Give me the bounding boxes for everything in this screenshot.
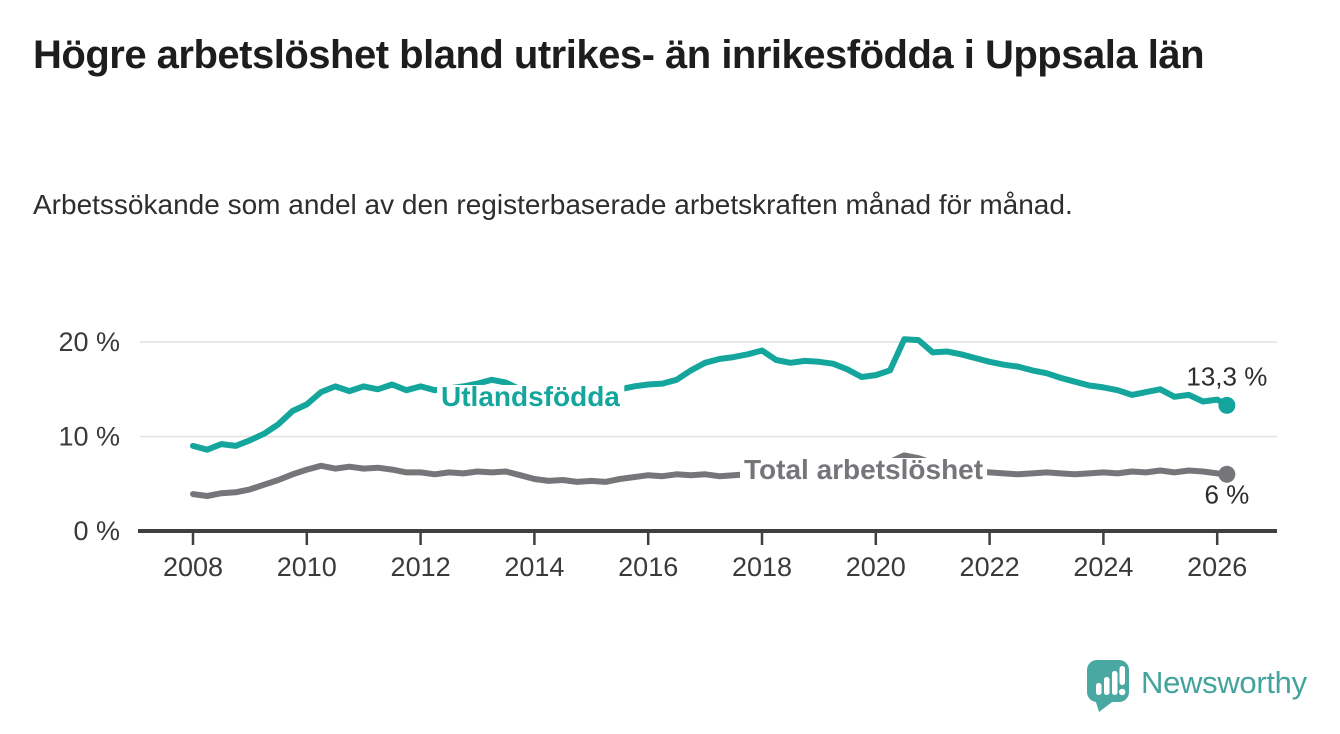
x-axis-ticks [191, 533, 1219, 545]
x-tick-label: 2020 [846, 552, 906, 582]
y-axis-labels: 0 % 10 % 20 % [58, 327, 120, 546]
x-tick-label: 2012 [391, 552, 451, 582]
x-tick-label: 2024 [1073, 552, 1133, 582]
series-utlandsfodda-line [190, 336, 1230, 453]
series-label-background [437, 385, 625, 411]
end-value-total: 6 % [1204, 479, 1249, 509]
gridlines [140, 341, 1277, 438]
series-label-total: Total arbetslöshet [744, 454, 983, 485]
x-tick-label: 2016 [618, 552, 678, 582]
end-value-utlandsfodda: 13,3 % [1186, 361, 1267, 391]
newsworthy-brand-link[interactable]: Newsworthy [1085, 656, 1317, 714]
x-tick-label: 2018 [732, 552, 792, 582]
end-dot-total [1218, 465, 1236, 483]
x-tick-label: 2022 [960, 552, 1020, 582]
y-tick-label: 0 % [73, 516, 120, 546]
y-tick-label: 20 % [58, 327, 120, 357]
x-tick-label: 2010 [277, 552, 337, 582]
x-tick-label: 2014 [504, 552, 564, 582]
page-title: Högre arbetslöshet bland utrikes- än inr… [33, 33, 1205, 77]
brand-wordmark: Newsworthy [1141, 665, 1308, 700]
series-label-utlandsfodda: Utlandsfödda [441, 381, 620, 412]
newsworthy-logo-icon [1087, 660, 1129, 712]
series-label-background [740, 458, 988, 484]
x-axis-labels: 2008 2010 2012 2014 2016 2018 2020 2022 2024 2026 [163, 552, 1247, 582]
x-tick-label: 2026 [1187, 552, 1247, 582]
series-total-line [190, 452, 1230, 499]
x-tick-label: 2008 [163, 552, 223, 582]
end-dot-utlandsfodda [1218, 396, 1236, 414]
y-tick-label: 10 % [58, 422, 120, 452]
chart-subtitle: Arbetssökande som andel av den registerb… [33, 189, 1073, 220]
